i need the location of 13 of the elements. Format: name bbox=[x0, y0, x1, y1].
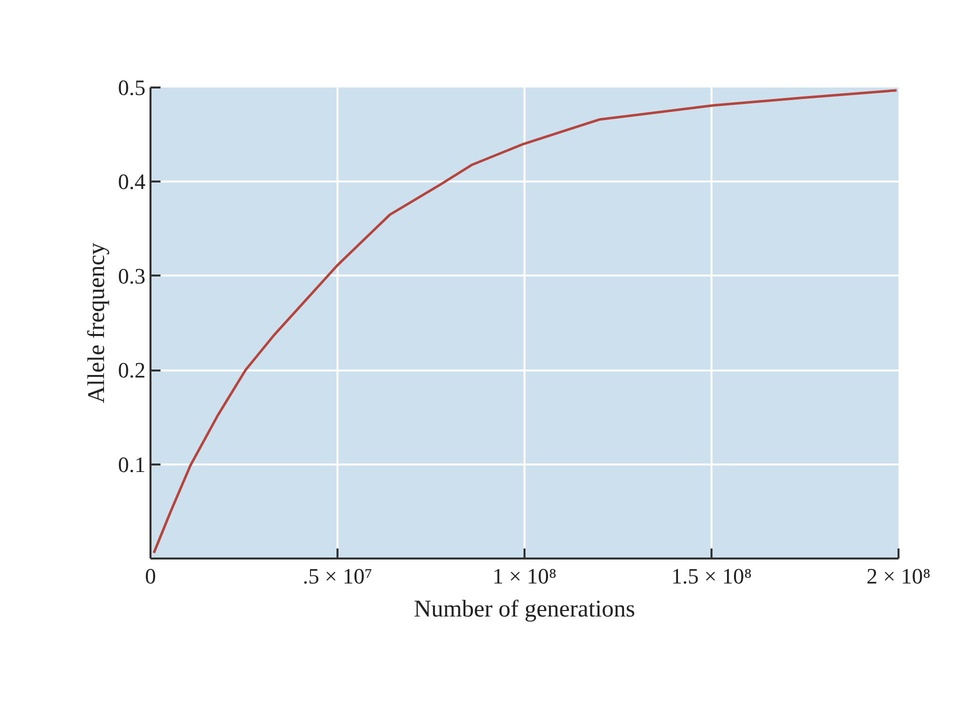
line-series bbox=[152, 89, 898, 554]
y-tick-label: 0.5 bbox=[118, 75, 146, 100]
y-tick-label: 0.4 bbox=[118, 169, 146, 194]
x-tick-label: 1.5 × 10⁸ bbox=[671, 564, 752, 588]
y-tick-label: 0.2 bbox=[118, 358, 146, 383]
x-tick-label: 0 bbox=[145, 564, 156, 588]
y-axis-title: Allele frequency bbox=[84, 242, 110, 404]
x-axis-title: Number of generations bbox=[414, 596, 636, 622]
x-tick-label: 1 × 10⁸ bbox=[492, 564, 557, 588]
x-tick-label: 2 × 10⁸ bbox=[866, 564, 931, 588]
y-tick-label: 0.1 bbox=[118, 452, 146, 477]
y-tick-label: 0.3 bbox=[118, 263, 146, 288]
x-tick-label: .5 × 10⁷ bbox=[302, 564, 372, 588]
